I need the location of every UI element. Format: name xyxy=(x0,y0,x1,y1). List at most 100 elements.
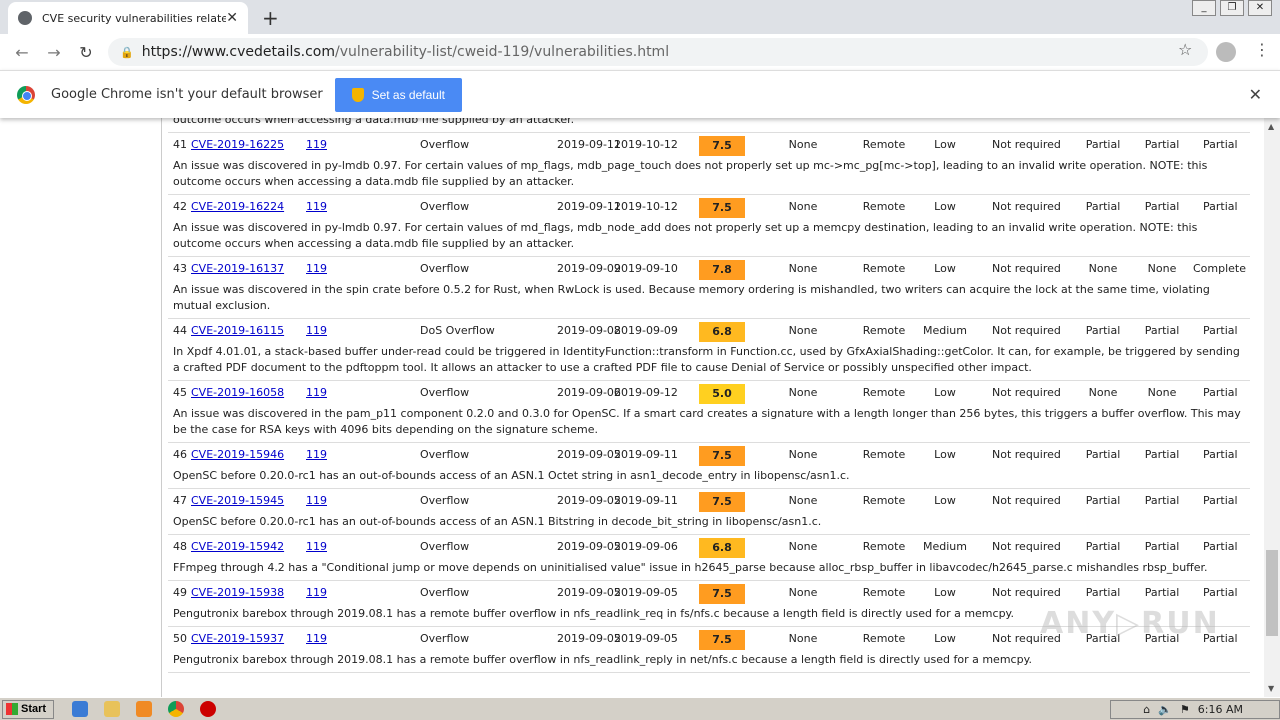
cve-link[interactable]: CVE-2019-16137 xyxy=(191,262,285,275)
cwe-link[interactable]: 119 xyxy=(306,586,327,599)
availability: Complete xyxy=(1193,262,1247,275)
tab-strip: CVE security vulnerabilities related to … xyxy=(0,0,1280,34)
row-description: outcome occurs when accessing a data.mdb… xyxy=(173,118,575,126)
integrity: Partial xyxy=(1144,324,1180,337)
scrollbar-thumb[interactable] xyxy=(1266,550,1278,636)
publish-date: 2019-09-05 xyxy=(557,632,621,645)
cve-link[interactable]: CVE-2019-16115 xyxy=(191,324,285,337)
cwe-link[interactable]: 119 xyxy=(306,540,327,553)
windows-flag-icon xyxy=(6,703,18,715)
access-type: Remote xyxy=(862,386,906,399)
back-button[interactable]: ← xyxy=(15,42,29,62)
vuln-type: Overflow xyxy=(420,386,470,399)
access-type: Remote xyxy=(862,448,906,461)
infobar-close-icon[interactable]: ✕ xyxy=(1248,85,1262,104)
row-description: An issue was discovered in py-lmdb 0.97.… xyxy=(173,159,1208,188)
lock-icon: 🔒 xyxy=(120,45,134,59)
cve-link[interactable]: CVE-2019-15942 xyxy=(191,540,285,553)
complexity: Low xyxy=(934,386,956,399)
vuln-type: Overflow xyxy=(420,586,470,599)
update-date: 2019-10-12 xyxy=(614,200,678,213)
cwe-link[interactable]: 119 xyxy=(306,324,327,337)
restore-button[interactable]: ❐ xyxy=(1220,0,1244,16)
table-row: 45 CVE-2019-16058 119 Overflow 2019-09-06 201… xyxy=(168,381,1250,443)
table-row: 48 CVE-2019-15942 119 Overflow 2019-09-05 201… xyxy=(168,535,1250,581)
gained-access: None xyxy=(788,586,818,599)
availability: Partial xyxy=(1203,540,1238,553)
close-window-button[interactable]: ✕ xyxy=(1248,0,1272,16)
system-tray: ⌂ 🔈 ⚑ 6:16 AM xyxy=(1110,700,1280,719)
integrity: None xyxy=(1147,386,1177,399)
start-button[interactable]: Start xyxy=(2,699,54,719)
cve-link[interactable]: CVE-2019-15938 xyxy=(191,586,285,599)
scroll-down-arrow-icon[interactable]: ▼ xyxy=(1268,684,1275,693)
row-number: 41 xyxy=(173,138,187,151)
authentication: Not required xyxy=(992,262,1061,275)
set-as-default-button[interactable]: Set as default xyxy=(334,77,462,112)
infobar-message: Google Chrome isn't your default browser xyxy=(51,87,323,102)
publish-date: 2019-09-08 xyxy=(557,324,621,337)
cve-link[interactable]: CVE-2019-15937 xyxy=(191,632,285,645)
profile-avatar[interactable] xyxy=(1216,42,1236,62)
cve-link[interactable]: CVE-2019-16224 xyxy=(191,200,285,213)
row-description: Pengutronix barebox through 2019.08.1 ha… xyxy=(173,653,1033,666)
authentication: Not required xyxy=(992,494,1061,507)
table-row: 47 CVE-2019-15945 119 Overflow 2019-09-05 201… xyxy=(168,489,1250,535)
row-number: 45 xyxy=(173,386,187,399)
integrity: Partial xyxy=(1144,448,1180,461)
availability: Partial xyxy=(1203,494,1238,507)
row-number: 50 xyxy=(173,632,187,645)
publish-date: 2019-09-05 xyxy=(557,586,621,599)
publish-date: 2019-09-06 xyxy=(557,386,621,399)
cwe-link[interactable]: 119 xyxy=(306,448,327,461)
set-as-default-label: Set as default xyxy=(371,87,445,102)
reload-button[interactable]: ↻ xyxy=(79,42,93,62)
left-sidebar xyxy=(0,118,162,697)
cwe-link[interactable]: 119 xyxy=(306,138,327,151)
cvss-score: 7.5 xyxy=(699,630,745,650)
media-player-icon[interactable] xyxy=(136,701,152,717)
forward-button[interactable]: → xyxy=(47,42,61,62)
vuln-type: Overflow xyxy=(420,448,470,461)
row-number: 47 xyxy=(173,494,187,507)
gained-access: None xyxy=(788,448,818,461)
tab-close-icon[interactable]: ✕ xyxy=(226,10,238,26)
cve-link[interactable]: CVE-2019-16058 xyxy=(191,386,285,399)
explorer-folder-icon[interactable] xyxy=(104,701,120,717)
address-bar[interactable]: 🔒 https://www.cvedetails.com/vulnerabili… xyxy=(108,38,1208,66)
table-row: 46 CVE-2019-15946 119 Overflow 2019-09-05 201… xyxy=(168,443,1250,489)
authentication: Not required xyxy=(992,138,1061,151)
new-tab-button[interactable]: + xyxy=(262,6,279,30)
tab-active[interactable]: CVE security vulnerabilities related to … xyxy=(8,2,248,34)
start-label: Start xyxy=(21,703,47,715)
vertical-scrollbar[interactable]: ▲ ▼ xyxy=(1264,118,1280,697)
authentication: Not required xyxy=(992,200,1061,213)
cwe-link[interactable]: 119 xyxy=(306,494,327,507)
cwe-link[interactable]: 119 xyxy=(306,632,327,645)
tray-network-icon[interactable]: ⌂ xyxy=(1143,703,1151,716)
chrome-taskbar-icon[interactable] xyxy=(168,701,184,717)
complexity: Low xyxy=(934,586,956,599)
ie-icon[interactable] xyxy=(72,701,88,717)
cve-link[interactable]: CVE-2019-16225 xyxy=(191,138,285,151)
minimize-button[interactable]: _ xyxy=(1192,0,1216,16)
update-date: 2019-09-10 xyxy=(614,262,678,275)
tray-flag-icon[interactable]: ⚑ xyxy=(1179,703,1190,716)
tray-volume-icon[interactable]: 🔈 xyxy=(1158,703,1172,716)
update-date: 2019-09-11 xyxy=(614,494,678,507)
cwe-link[interactable]: 119 xyxy=(306,262,327,275)
cve-link[interactable]: CVE-2019-15945 xyxy=(191,494,285,507)
cwe-link[interactable]: 119 xyxy=(306,386,327,399)
menu-kebab-icon[interactable]: ⋮ xyxy=(1254,40,1270,59)
gained-access: None xyxy=(788,386,818,399)
cwe-link[interactable]: 119 xyxy=(306,200,327,213)
scroll-up-arrow-icon[interactable]: ▲ xyxy=(1268,122,1275,131)
confidentiality: Partial xyxy=(1085,586,1121,599)
bookmark-star-icon[interactable]: ☆ xyxy=(1178,40,1193,59)
availability: Partial xyxy=(1203,200,1238,213)
row-number: 48 xyxy=(173,540,187,553)
cve-link[interactable]: CVE-2019-15946 xyxy=(191,448,285,461)
confidentiality: Partial xyxy=(1085,200,1121,213)
security-alert-icon[interactable] xyxy=(200,701,216,717)
complexity: Medium xyxy=(923,324,967,337)
